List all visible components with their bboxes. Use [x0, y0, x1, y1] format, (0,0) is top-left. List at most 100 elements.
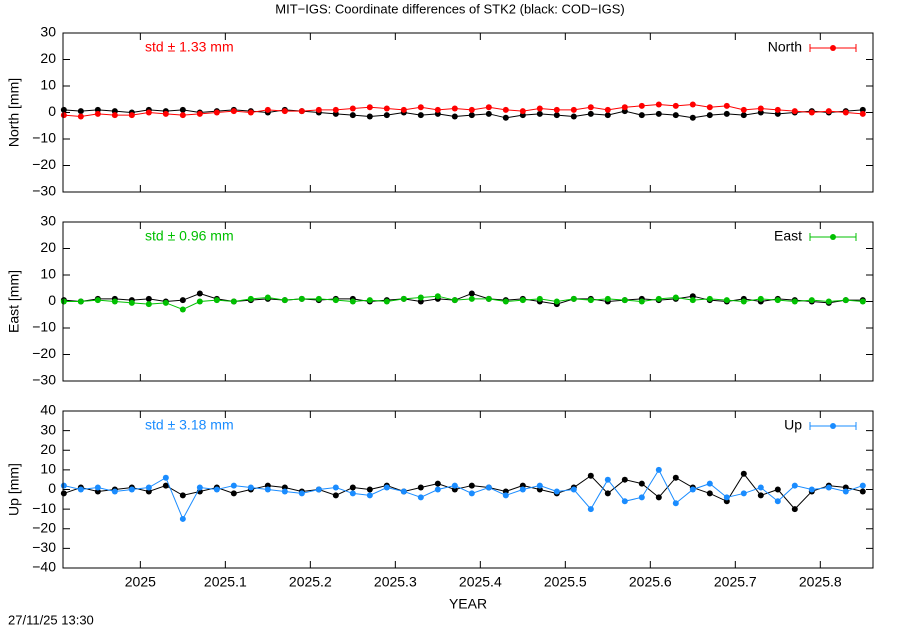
data-point: [349, 112, 356, 119]
y-tick-label: −30: [32, 183, 56, 199]
data-point: [485, 104, 492, 111]
data-point: [859, 482, 866, 489]
data-point: [502, 298, 509, 305]
x-tick-label: 2025.3: [374, 574, 417, 590]
data-point: [349, 298, 356, 305]
y-tick-label: 0: [48, 480, 56, 496]
data-point: [196, 484, 203, 491]
data-point: [145, 301, 152, 308]
data-point: [842, 109, 849, 116]
data-point: [434, 293, 441, 300]
x-tick-label: 2025.8: [799, 574, 842, 590]
data-point: [230, 490, 237, 497]
data-point: [179, 515, 186, 522]
data-point: [145, 109, 152, 116]
data-point: [111, 488, 118, 495]
data-point: [774, 486, 781, 493]
x-tick-label: 2025.6: [629, 574, 672, 590]
data-point: [519, 108, 526, 115]
data-point: [536, 110, 543, 117]
data-point: [230, 482, 237, 489]
data-point: [553, 112, 560, 119]
data-point: [587, 297, 594, 304]
data-point: [60, 482, 67, 489]
data-point: [468, 490, 475, 497]
data-point: [723, 297, 730, 304]
x-tick-label: 2025.5: [544, 574, 587, 590]
data-point: [791, 506, 798, 513]
data-point: [247, 484, 254, 491]
annotation: std ± 3.18 mm: [145, 417, 234, 433]
data-point: [740, 106, 747, 113]
data-point: [757, 105, 764, 112]
data-point: [604, 106, 611, 113]
y-tick-label: 10: [40, 461, 56, 477]
data-point: [723, 110, 730, 117]
data-point: [536, 105, 543, 112]
data-point: [213, 297, 220, 304]
y-tick-label: 10: [40, 266, 56, 282]
y-tick-label: 30: [40, 213, 56, 229]
legend-swatch: [830, 423, 836, 429]
data-point: [655, 110, 662, 117]
data-point: [774, 106, 781, 113]
data-point: [536, 482, 543, 489]
y-tick-label: −10: [32, 319, 56, 335]
y-tick-label: 10: [40, 77, 56, 93]
data-point: [791, 108, 798, 115]
data-point: [179, 106, 186, 113]
data-point: [230, 108, 237, 115]
data-point: [485, 295, 492, 302]
data-point: [298, 295, 305, 302]
data-point: [757, 295, 764, 302]
data-point: [706, 480, 713, 487]
data-point: [842, 488, 849, 495]
data-point: [638, 112, 645, 119]
data-point: [400, 488, 407, 495]
data-point: [808, 297, 815, 304]
data-point: [553, 106, 560, 113]
y-tick-label: 30: [40, 24, 56, 40]
y-tick-label: −30: [32, 372, 56, 388]
data-point: [281, 297, 288, 304]
data-point: [740, 112, 747, 119]
y-tick-label: −10: [32, 130, 56, 146]
data-point: [332, 297, 339, 304]
data-point: [298, 108, 305, 115]
data-point: [672, 112, 679, 119]
data-point: [740, 490, 747, 497]
data-point: [672, 294, 679, 301]
x-axis-label: YEAR: [449, 596, 487, 612]
data-point: [604, 112, 611, 119]
data-point: [740, 470, 747, 477]
y-tick-label: 30: [40, 421, 56, 437]
data-point: [757, 484, 764, 491]
data-point: [570, 106, 577, 113]
data-point: [451, 113, 458, 120]
data-point: [349, 105, 356, 112]
data-point: [332, 492, 339, 499]
data-point: [723, 494, 730, 501]
annotation: std ± 0.96 mm: [145, 228, 234, 244]
data-point: [366, 297, 373, 304]
data-point: [638, 102, 645, 109]
data-point: [638, 480, 645, 487]
data-point: [451, 105, 458, 112]
data-point: [383, 105, 390, 112]
x-tick-label: 2025.2: [289, 574, 332, 590]
y-tick-label: 20: [40, 239, 56, 255]
y-tick-label: 20: [40, 441, 56, 457]
data-point: [451, 482, 458, 489]
data-point: [77, 486, 84, 493]
data-point: [145, 484, 152, 491]
data-point: [366, 113, 373, 120]
y-axis-label: North [mm]: [6, 78, 22, 147]
timestamp: 27/11/25 13:30: [8, 612, 94, 627]
data-point: [128, 299, 135, 306]
data-point: [111, 112, 118, 119]
legend-swatch: [830, 234, 836, 240]
data-point: [128, 112, 135, 119]
data-point: [706, 295, 713, 302]
data-point: [60, 490, 67, 497]
data-point: [672, 500, 679, 507]
